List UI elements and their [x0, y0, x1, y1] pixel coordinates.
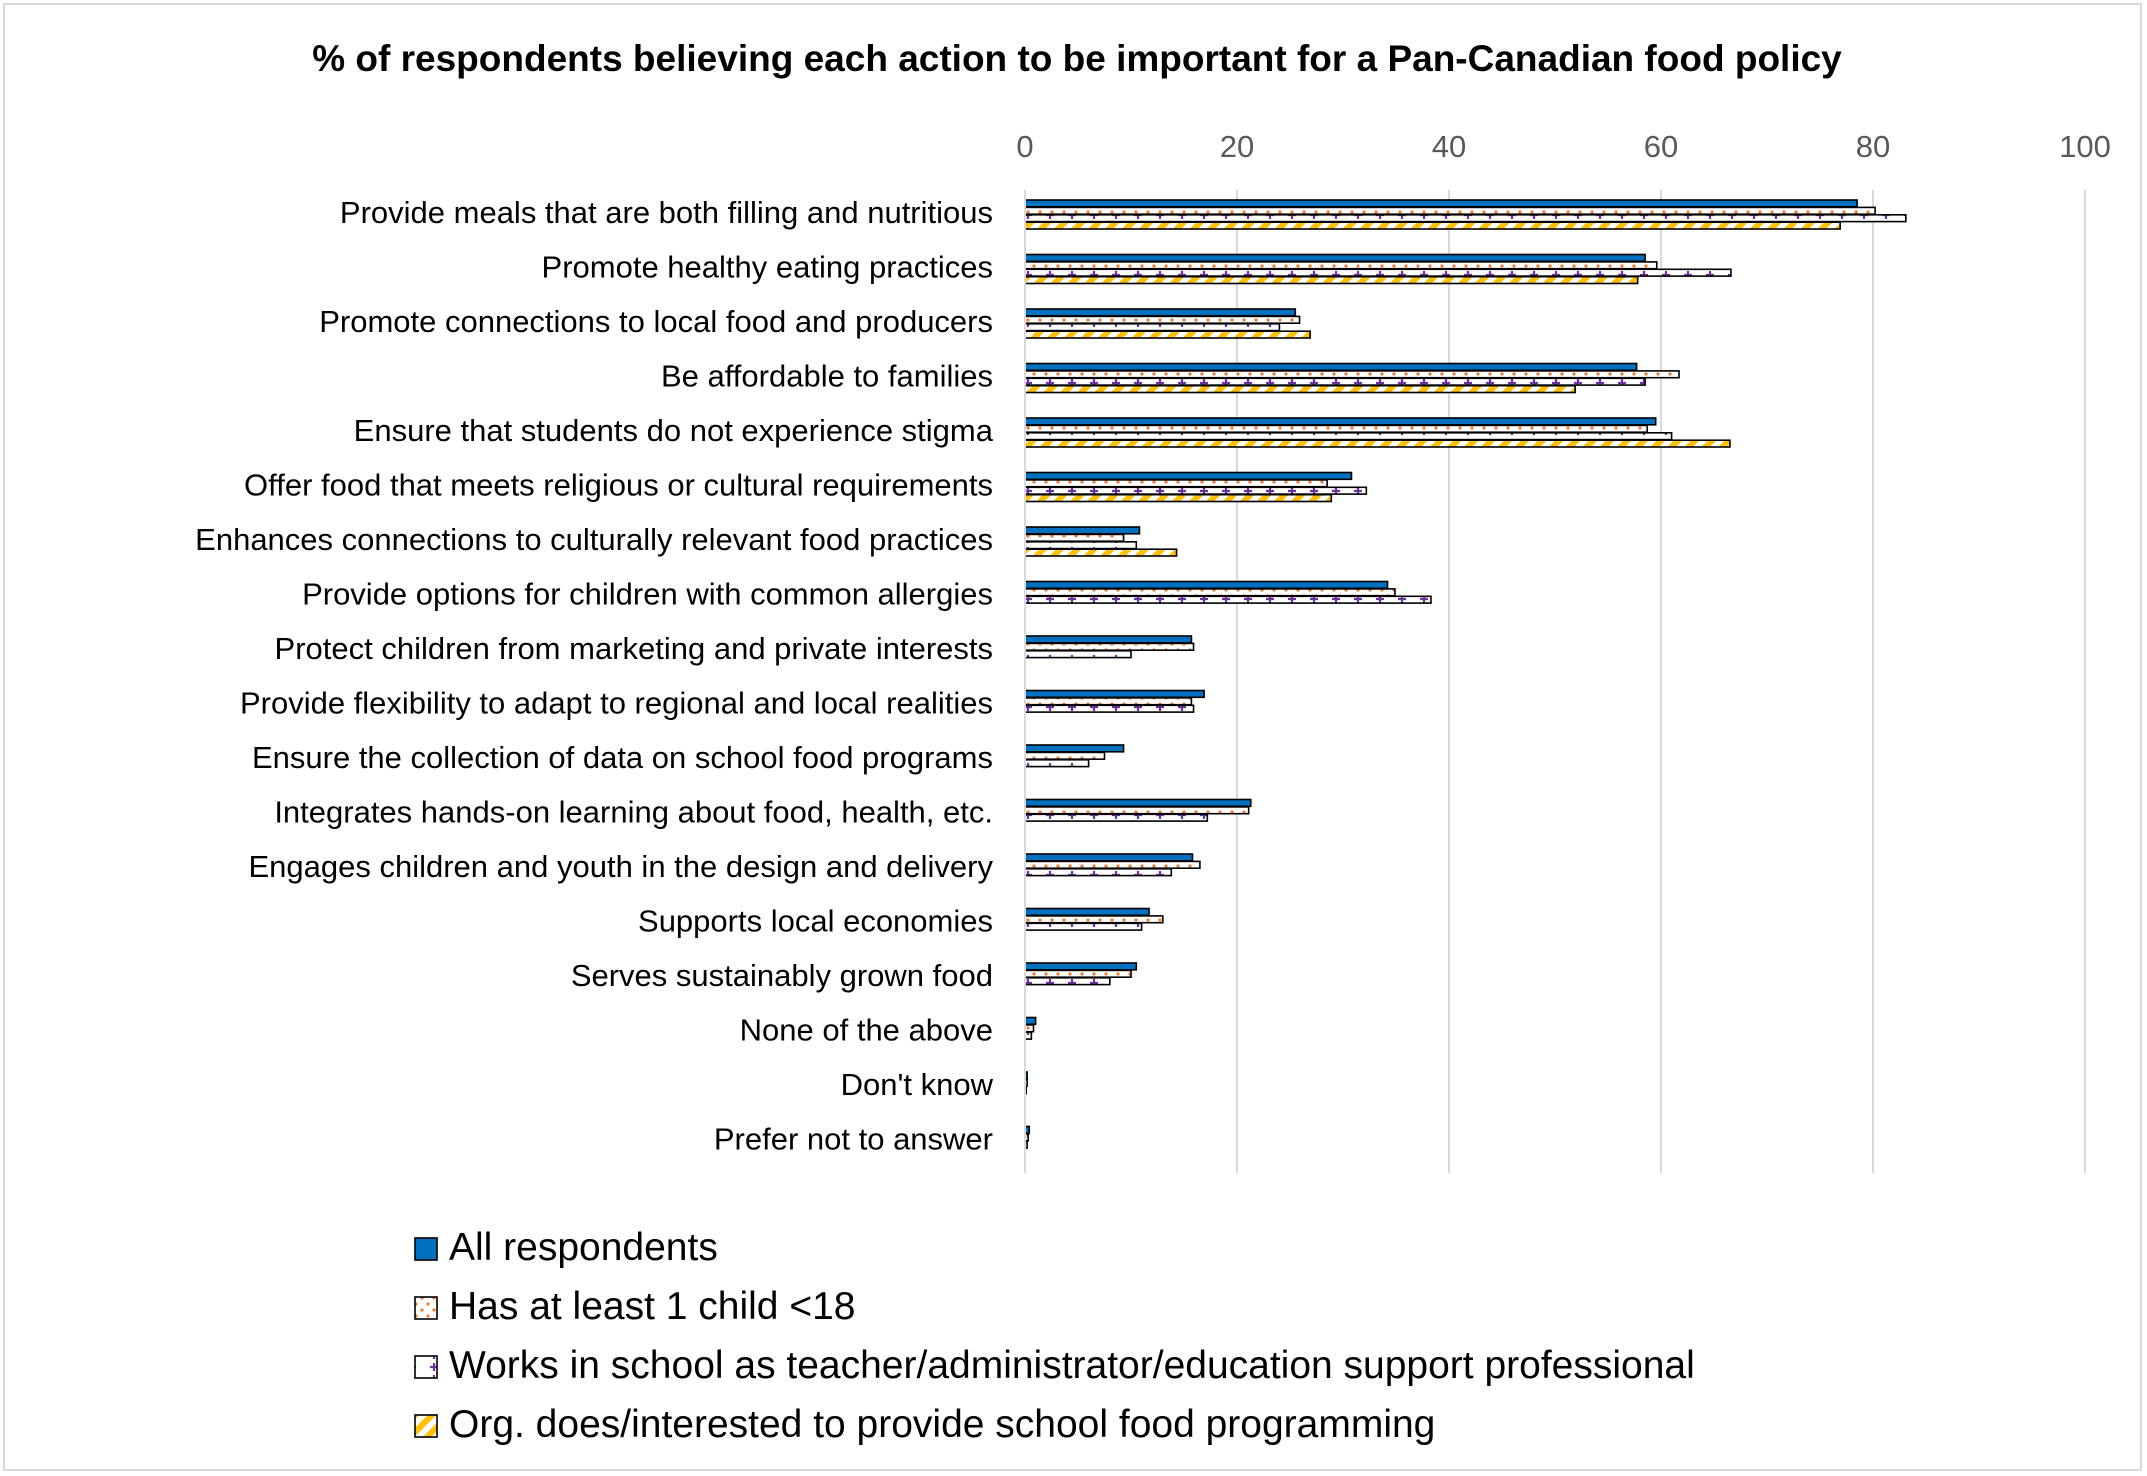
legend-label-1: All respondents: [449, 1226, 718, 1269]
x-tick-label: 100: [2059, 129, 2111, 164]
bar-series-2: [1024, 315, 1301, 324]
x-tick-label: 40: [1432, 129, 1466, 164]
bar-series-2: [1024, 261, 1658, 270]
bars: [1024, 199, 1907, 1149]
bar-series-4: [1024, 439, 1731, 448]
bar-series-2: [1024, 370, 1680, 379]
bar-series-2: [1024, 806, 1250, 815]
x-tick-label: 20: [1220, 129, 1254, 164]
category-label: Protect children from marketing and priv…: [275, 631, 993, 666]
category-label: Engages children and youth in the design…: [248, 849, 993, 884]
legend-swatch-1: [414, 1237, 438, 1261]
bar-series-2: [1024, 969, 1132, 979]
category-label: Integrates hands-on learning about food,…: [274, 795, 993, 830]
category-label: Serves sustainably grown food: [571, 958, 993, 993]
bar-series-1: [1024, 199, 1858, 208]
bar-series-3: [1024, 431, 1673, 441]
bar-series-3: [1024, 540, 1138, 550]
legend-swatch-2: [414, 1296, 438, 1320]
category-label: Provide flexibility to adapt to regional…: [240, 686, 993, 721]
bar-series-2: [1024, 1024, 1035, 1033]
category-label: Don't know: [841, 1067, 994, 1102]
bar-series-3: [1024, 649, 1132, 659]
gridlines: [1236, 190, 2086, 1173]
bar-series-3: [1024, 377, 1646, 386]
category-label: Promote healthy eating practices: [542, 250, 993, 285]
bar-series-2: [1024, 751, 1106, 761]
category-label: None of the above: [740, 1013, 993, 1048]
bar-series-4: [1024, 548, 1178, 557]
bar-series-2: [1024, 860, 1201, 870]
bar-series-1: [1024, 308, 1297, 317]
category-label: Ensure the collection of data on school …: [252, 740, 993, 775]
bar-series-1: [1024, 526, 1141, 535]
chart-frame: % of respondents believing each action t…: [3, 3, 2142, 1471]
x-tick-label: 60: [1644, 129, 1678, 164]
bar-series-4: [1024, 221, 1841, 230]
bar-series-1: [1024, 744, 1125, 753]
bar-series-3: [1024, 268, 1732, 277]
bar-series-2: [1024, 479, 1328, 488]
bar-series-1: [1024, 471, 1353, 481]
chart-title: % of respondents believing each action t…: [312, 38, 1842, 79]
bar-series-1: [1024, 417, 1657, 426]
bar-series-2: [1024, 424, 1649, 433]
bar-chart: % of respondents believing each action t…: [195, 38, 2111, 1446]
x-tick-label: 80: [1856, 129, 1890, 164]
category-label: Provide meals that are both filling and …: [340, 195, 993, 230]
bar-series-3: [1024, 322, 1281, 332]
category-label: Promote connections to local food and pr…: [319, 304, 993, 339]
bar-series-3: [1024, 813, 1209, 822]
bar-series-1: [1024, 253, 1646, 263]
bar-series-4: [1024, 275, 1639, 285]
category-label: Provide options for children with common…: [302, 577, 993, 612]
bar-series-1: [1024, 689, 1205, 699]
legend-label-2: Has at least 1 child <18: [449, 1285, 856, 1328]
category-label: Enhances connections to culturally relev…: [195, 522, 993, 557]
y-axis: Provide meals that are both filling and …: [195, 195, 994, 1157]
bar-series-1: [1024, 362, 1638, 372]
legend-swatch-3: [414, 1355, 438, 1379]
bar-series-1: [1024, 798, 1252, 808]
category-label: Ensure that students do not experience s…: [354, 413, 994, 448]
bar-series-3: [1024, 486, 1368, 495]
bar-series-2: [1024, 915, 1164, 924]
bar-series-3: [1024, 758, 1090, 768]
category-label: Offer food that meets religious or cultu…: [244, 468, 993, 503]
x-tick-label: 0: [1016, 129, 1033, 164]
bar-series-1: [1024, 1016, 1037, 1026]
bar-series-4: [1024, 384, 1576, 394]
category-label: Prefer not to answer: [714, 1122, 993, 1157]
bar-series-4: [1024, 493, 1333, 503]
bar-series-1: [1024, 853, 1194, 862]
bar-series-2: [1024, 588, 1396, 597]
bar-series-2: [1024, 697, 1193, 706]
bar-series-3: [1024, 976, 1111, 986]
legend-label-3: Works in school as teacher/administrator…: [449, 1344, 1695, 1387]
category-label: Be affordable to families: [661, 359, 993, 394]
bar-series-1: [1024, 635, 1193, 644]
legend: All respondents Has at least 1 child <18 W…: [414, 1226, 1695, 1446]
bar-series-3: [1024, 867, 1173, 877]
bar-series-2: [1024, 206, 1876, 215]
bar-series-4: [1024, 330, 1311, 339]
bar-series-2: [1024, 533, 1125, 543]
bar-series-3: [1024, 922, 1143, 931]
bar-series-1: [1024, 907, 1150, 917]
bar-series-1: [1024, 580, 1389, 590]
bar-series-1: [1024, 962, 1138, 971]
bar-series-2: [1024, 642, 1195, 652]
legend-swatch-4: [414, 1414, 438, 1438]
bar-series-3: [1024, 214, 1907, 223]
legend-label-4: Org. does/interested to provide school f…: [449, 1403, 1435, 1446]
bar-series-3: [1024, 595, 1432, 604]
category-label: Supports local economies: [638, 904, 993, 939]
x-axis: 0 20 40 60 80 100: [1016, 129, 2110, 164]
bar-series-3: [1024, 704, 1195, 713]
